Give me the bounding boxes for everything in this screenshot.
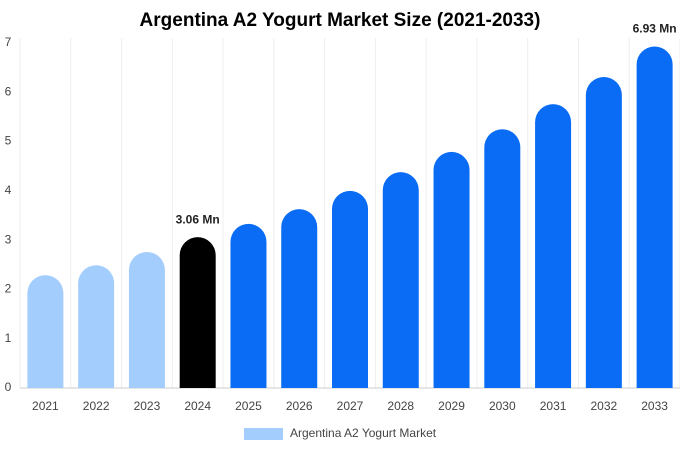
value-label: 3.06 Mn — [176, 212, 220, 226]
bar — [433, 151, 470, 388]
x-tick-label: 2024 — [184, 399, 211, 413]
value-label: 6.93 Mn — [633, 22, 677, 36]
x-tick-label: 2030 — [489, 399, 516, 413]
x-tick-label: 2031 — [540, 399, 567, 413]
y-tick-label: 1 — [5, 331, 12, 345]
legend-label: Argentina A2 Yogurt Market — [290, 426, 437, 440]
x-tick-label: 2029 — [438, 399, 465, 413]
x-tick-label: 2025 — [235, 399, 262, 413]
bar — [78, 265, 115, 388]
bar — [27, 275, 64, 388]
bar — [382, 172, 419, 388]
x-tick-label: 2021 — [32, 399, 59, 413]
bar — [128, 251, 165, 388]
x-tick-label: 2023 — [134, 399, 161, 413]
bar — [585, 77, 622, 388]
bar — [535, 104, 572, 388]
x-tick-label: 2028 — [387, 399, 414, 413]
y-tick-label: 4 — [5, 183, 12, 197]
bar — [179, 237, 216, 388]
y-tick-label: 5 — [5, 134, 12, 148]
y-tick-label: 3 — [5, 232, 12, 246]
bar — [484, 129, 521, 388]
x-tick-label: 2026 — [286, 399, 313, 413]
x-tick-label: 2027 — [337, 399, 364, 413]
bar — [332, 190, 368, 388]
bar — [636, 46, 673, 388]
y-tick-label: 6 — [5, 84, 12, 98]
x-tick-label: 2022 — [83, 399, 110, 413]
x-tick-label: 2032 — [590, 399, 617, 413]
chart-title: Argentina A2 Yogurt Market Size (2021-20… — [140, 10, 541, 31]
bar — [230, 223, 267, 388]
x-tick-label: 2033 — [641, 399, 668, 413]
y-tick-label: 2 — [5, 282, 12, 296]
y-tick-label: 0 — [5, 380, 12, 394]
legend-swatch — [244, 428, 283, 440]
y-tick-label: 7 — [5, 35, 12, 49]
bar — [281, 209, 318, 388]
